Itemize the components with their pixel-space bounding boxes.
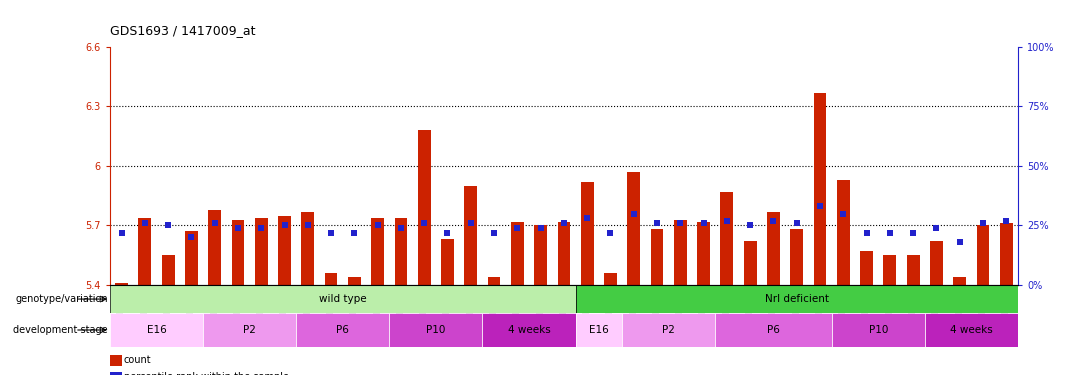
Bar: [255, 217, 268, 285]
Bar: [535, 225, 547, 285]
Bar: [488, 277, 500, 285]
Text: P2: P2: [243, 325, 256, 335]
Text: 4 weeks: 4 weeks: [508, 325, 551, 335]
Bar: [575, 285, 1018, 313]
Bar: [831, 313, 925, 347]
Text: E16: E16: [146, 325, 166, 335]
Bar: [110, 285, 575, 313]
Bar: [301, 211, 314, 285]
Bar: [860, 251, 873, 285]
Bar: [930, 242, 943, 285]
Bar: [575, 313, 622, 347]
Bar: [953, 277, 966, 285]
Text: development stage: development stage: [13, 325, 108, 335]
Text: P6: P6: [767, 325, 780, 335]
Bar: [185, 231, 197, 285]
Text: wild type: wild type: [319, 294, 367, 304]
Bar: [110, 313, 203, 347]
Bar: [278, 216, 291, 285]
Bar: [208, 210, 221, 285]
Bar: [604, 273, 617, 285]
Bar: [622, 313, 715, 347]
Bar: [441, 239, 453, 285]
Bar: [371, 217, 384, 285]
Bar: [674, 219, 687, 285]
Bar: [720, 192, 733, 285]
Text: P6: P6: [336, 325, 349, 335]
Bar: [482, 313, 575, 347]
Bar: [139, 217, 152, 285]
Bar: [697, 222, 710, 285]
Bar: [203, 313, 297, 347]
Bar: [814, 93, 827, 285]
Text: E16: E16: [589, 325, 608, 335]
Bar: [297, 313, 389, 347]
Bar: [715, 313, 831, 347]
Bar: [464, 186, 477, 285]
Bar: [976, 225, 989, 285]
Bar: [232, 219, 244, 285]
Bar: [925, 313, 1018, 347]
Text: P10: P10: [869, 325, 888, 335]
Bar: [115, 283, 128, 285]
Bar: [837, 180, 849, 285]
Text: genotype/variation: genotype/variation: [15, 294, 108, 304]
Text: P2: P2: [663, 325, 675, 335]
Bar: [580, 182, 593, 285]
Text: 4 weeks: 4 weeks: [950, 325, 992, 335]
Bar: [389, 313, 482, 347]
Bar: [418, 130, 431, 285]
Text: percentile rank within the sample: percentile rank within the sample: [124, 372, 289, 375]
Bar: [627, 172, 640, 285]
Bar: [348, 277, 361, 285]
Bar: [324, 273, 337, 285]
Text: GDS1693 / 1417009_at: GDS1693 / 1417009_at: [110, 24, 255, 38]
Bar: [557, 222, 571, 285]
Bar: [1000, 224, 1013, 285]
Bar: [767, 211, 780, 285]
Text: P10: P10: [426, 325, 446, 335]
Bar: [511, 222, 524, 285]
Text: Nrl deficient: Nrl deficient: [765, 294, 829, 304]
Bar: [162, 255, 175, 285]
Bar: [651, 230, 664, 285]
Bar: [791, 230, 803, 285]
Text: count: count: [124, 355, 152, 365]
Bar: [883, 255, 896, 285]
Bar: [395, 217, 408, 285]
Bar: [744, 242, 757, 285]
Bar: [907, 255, 920, 285]
